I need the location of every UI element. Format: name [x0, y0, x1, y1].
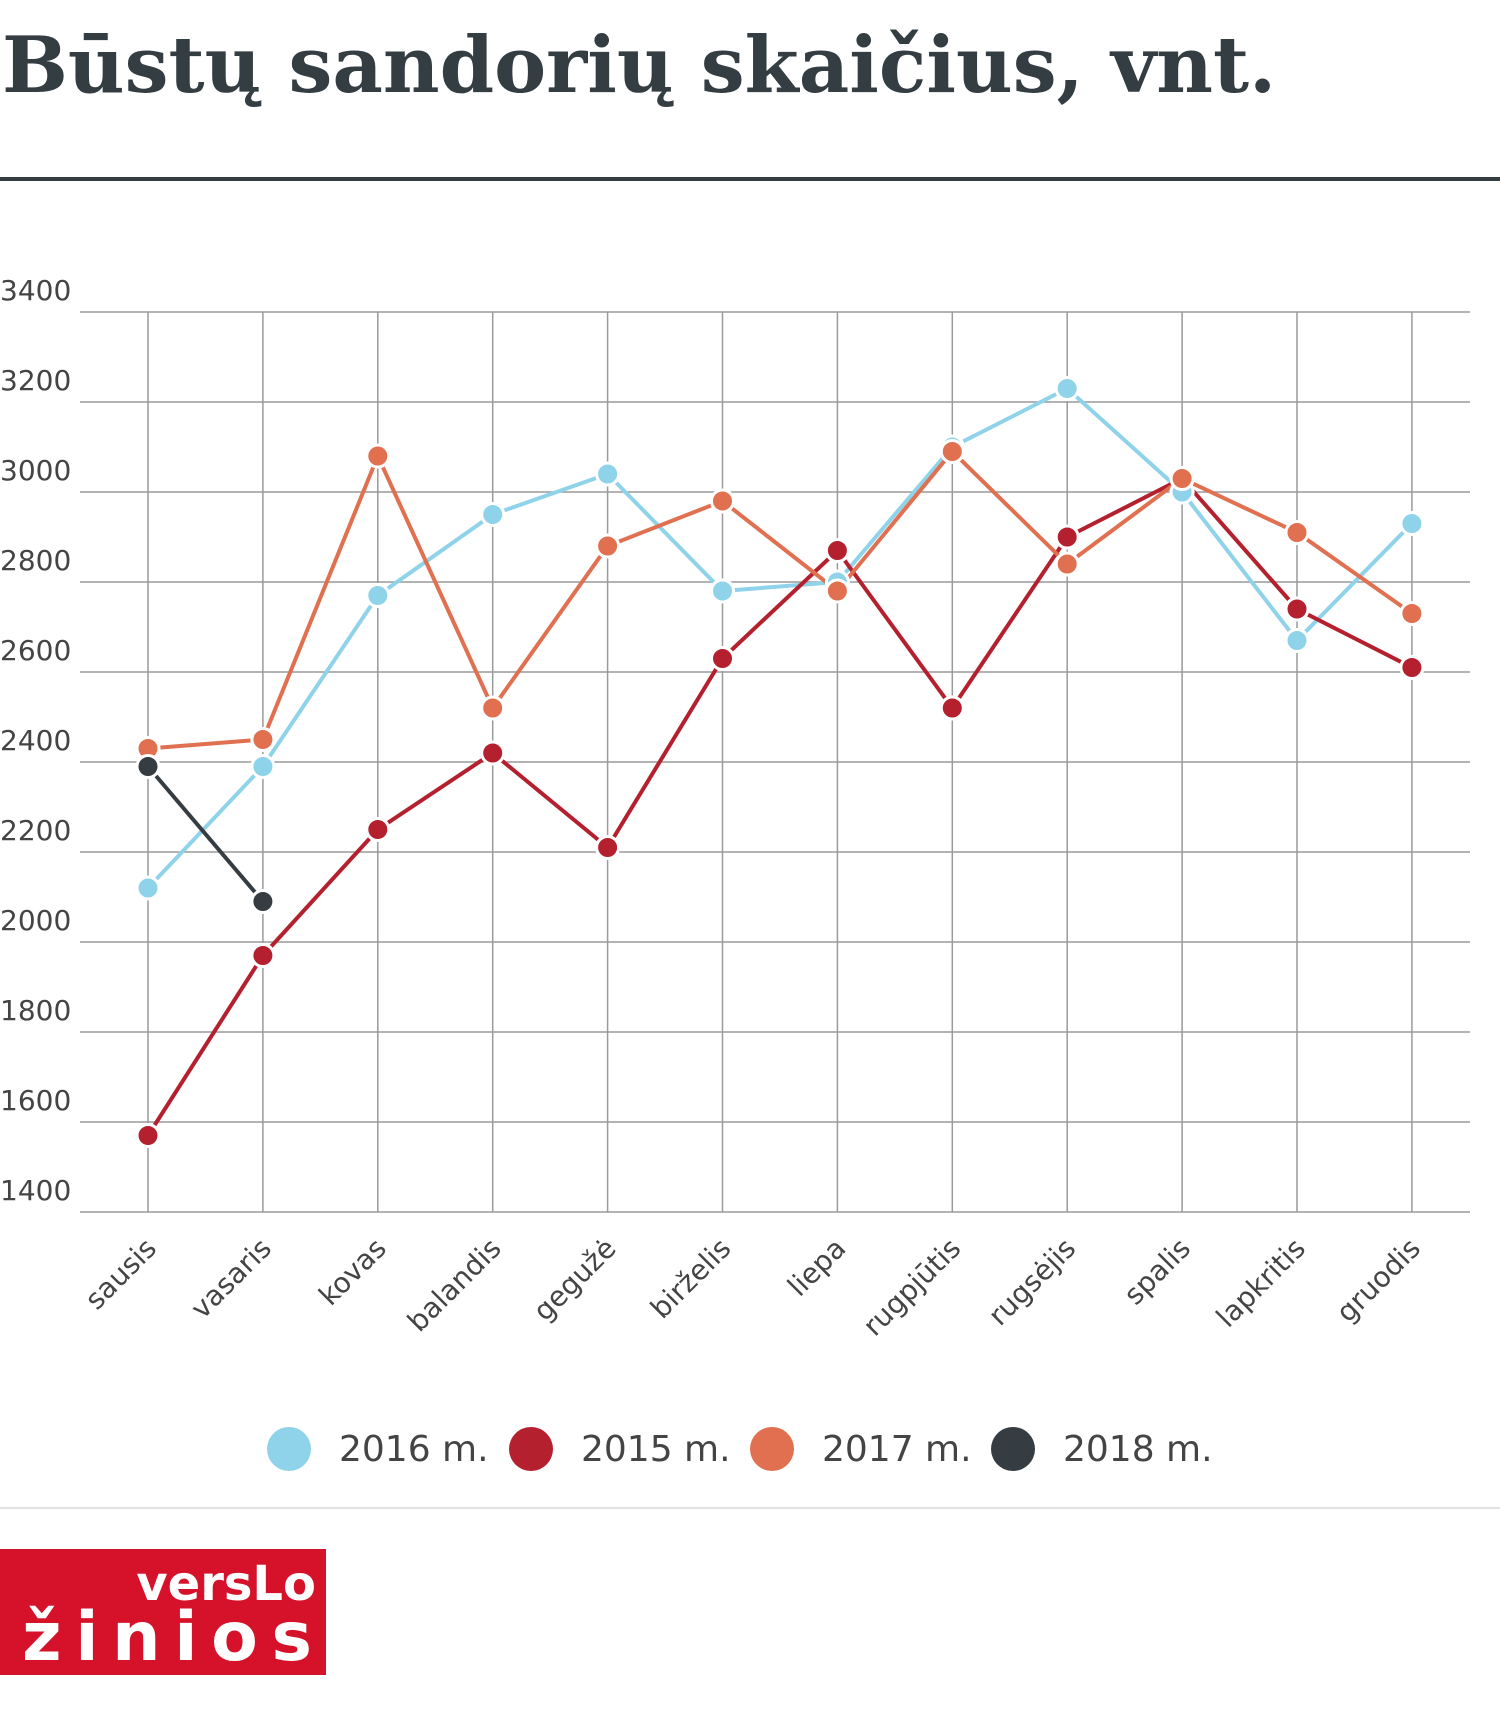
y-tick-label: 2000	[0, 904, 71, 937]
data-point	[135, 1123, 161, 1148]
x-tick-label: rugsėjis	[982, 1232, 1082, 1332]
legend-swatch	[267, 1427, 311, 1471]
data-point	[710, 488, 735, 514]
data-point	[365, 817, 391, 842]
data-point	[135, 875, 161, 901]
data-point	[824, 538, 850, 563]
x-tick-label: lapkritis	[1210, 1232, 1312, 1334]
data-point	[480, 740, 506, 766]
data-point	[1399, 511, 1425, 536]
legend-item: 2017 m.	[750, 1427, 972, 1471]
series-line	[146, 765, 265, 903]
series-line	[147, 448, 1414, 751]
y-tick-label: 2800	[0, 544, 71, 577]
data-point	[1399, 601, 1425, 626]
logo-text: versLo	[136, 1556, 316, 1612]
data-point	[710, 646, 735, 671]
data-point	[1054, 376, 1080, 401]
series-line	[146, 476, 1413, 1137]
data-point	[1284, 596, 1310, 622]
data-point	[250, 727, 276, 752]
legend-label: 2018 m.	[1063, 1429, 1213, 1470]
y-tick-label: 1400	[0, 1174, 71, 1207]
legend-label: 2017 m.	[822, 1429, 972, 1470]
y-tick-label: 3000	[0, 454, 71, 487]
data-point	[939, 439, 965, 464]
x-tick-label: sausis	[78, 1232, 162, 1316]
y-tick-label: 2600	[0, 634, 71, 667]
data-point	[135, 754, 161, 779]
x-tick-label: gegužė	[527, 1232, 623, 1328]
legend-swatch	[509, 1427, 553, 1471]
legend-swatch	[750, 1427, 794, 1471]
data-point	[595, 461, 621, 487]
data-point	[1169, 466, 1195, 491]
x-tick-label: liepa	[781, 1232, 852, 1303]
legend-item: 2015 m.	[509, 1427, 731, 1471]
y-tick-label: 3200	[0, 364, 71, 397]
series-line	[146, 386, 1414, 890]
data-point	[250, 889, 276, 914]
x-tick-label: balandis	[401, 1232, 508, 1339]
data-point	[480, 502, 506, 527]
data-point	[480, 695, 506, 721]
legend-swatch	[991, 1427, 1035, 1471]
data-point	[250, 943, 276, 968]
data-point	[710, 578, 735, 604]
x-tick-label: rugpjūtis	[856, 1232, 967, 1343]
chart-title: Būstų sandorių skaičius, vnt.	[2, 20, 1276, 111]
x-tick-label: spalis	[1117, 1232, 1197, 1312]
legend-item: 2018 m.	[991, 1427, 1213, 1471]
logo-box	[0, 1549, 326, 1675]
data-point	[250, 754, 276, 779]
legend-label: 2016 m.	[339, 1429, 489, 1470]
data-point	[1399, 655, 1425, 680]
y-tick-label: 2400	[0, 724, 71, 757]
y-tick-label: 1600	[0, 1084, 71, 1117]
data-point	[595, 533, 621, 559]
data-point	[1054, 524, 1080, 550]
x-tick-label: gruodis	[1330, 1232, 1427, 1329]
data-point	[1054, 551, 1080, 577]
data-point	[1284, 520, 1310, 545]
y-tick-label: 3400	[0, 274, 71, 307]
legend-item: 2016 m.	[267, 1427, 489, 1471]
data-point	[1284, 628, 1310, 653]
data-point	[824, 578, 850, 604]
y-tick-label: 2200	[0, 814, 71, 847]
x-tick-label: vasaris	[184, 1232, 278, 1326]
data-point	[365, 583, 391, 608]
data-point	[939, 695, 965, 721]
x-tick-label: birželis	[644, 1232, 737, 1325]
data-point	[595, 835, 621, 860]
x-tick-label: kovas	[312, 1232, 392, 1312]
data-point	[365, 443, 391, 469]
y-tick-label: 1800	[0, 994, 71, 1027]
logo: versLo žinios	[0, 1549, 326, 1677]
legend-label: 2015 m.	[581, 1429, 731, 1470]
